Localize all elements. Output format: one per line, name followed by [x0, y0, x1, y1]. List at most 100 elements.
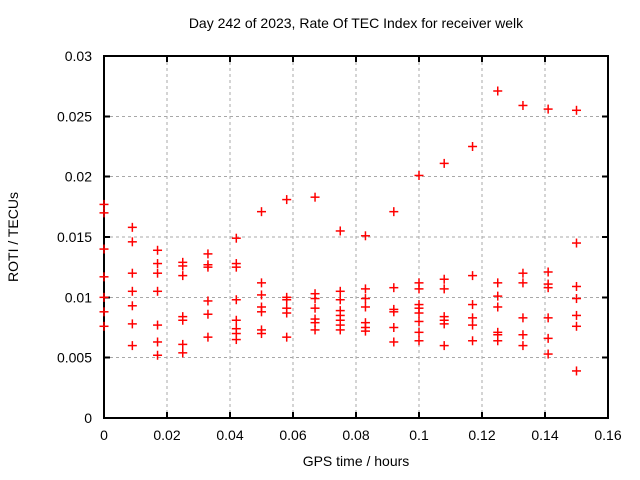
data-point — [518, 278, 528, 288]
data-point — [178, 348, 188, 358]
data-point — [572, 294, 581, 304]
data-point — [282, 295, 292, 305]
data-point — [543, 267, 553, 277]
data-point — [493, 302, 503, 312]
x-tick-label: 0.04 — [216, 427, 243, 443]
data-point — [335, 226, 345, 236]
data-point — [518, 313, 528, 323]
data-point — [468, 300, 478, 310]
data-point — [231, 262, 241, 272]
data-point — [203, 309, 213, 319]
data-point — [310, 303, 320, 313]
data-point — [99, 292, 109, 302]
data-point — [178, 315, 188, 325]
data-point — [99, 208, 109, 218]
data-point — [493, 291, 503, 301]
data-point — [99, 307, 109, 317]
data-point — [518, 341, 528, 351]
data-point — [257, 278, 266, 288]
data-point — [203, 296, 213, 306]
y-tick-label: 0.02 — [65, 169, 92, 185]
data-point — [257, 307, 266, 317]
data-point — [153, 268, 163, 278]
data-point — [127, 286, 137, 296]
data-point — [493, 86, 503, 96]
data-point — [178, 271, 188, 281]
data-point — [518, 268, 528, 278]
data-point — [335, 325, 345, 335]
data-point — [127, 222, 137, 232]
data-point — [360, 294, 370, 304]
data-point — [310, 192, 320, 202]
data-point — [543, 333, 553, 343]
data-point — [127, 301, 137, 311]
data-point — [99, 199, 109, 209]
y-tick-label: 0.03 — [65, 48, 92, 64]
data-point — [310, 294, 320, 304]
data-point — [153, 337, 163, 347]
data-point — [178, 261, 188, 271]
data-point — [414, 336, 424, 346]
data-point — [231, 233, 241, 243]
data-point — [178, 339, 188, 349]
data-point — [257, 290, 266, 300]
data-point — [572, 310, 581, 320]
data-point — [203, 249, 213, 259]
data-point — [153, 245, 163, 255]
data-point — [543, 104, 553, 114]
x-tick-label: 0 — [100, 427, 108, 443]
data-point — [414, 284, 424, 294]
x-tick-label: 0.08 — [342, 427, 369, 443]
data-point — [153, 286, 163, 296]
x-tick-label: 0.02 — [153, 427, 180, 443]
x-tick-label: 0.06 — [279, 427, 306, 443]
data-point — [389, 207, 399, 217]
data-point — [468, 320, 478, 330]
data-point — [543, 283, 553, 293]
y-tick-label: 0.025 — [57, 108, 92, 124]
x-tick-label: 0.14 — [531, 427, 558, 443]
data-point — [414, 308, 424, 318]
data-point — [360, 326, 370, 336]
data-point — [439, 274, 449, 284]
chart-title: Day 242 of 2023, Rate Of TEC Index for r… — [188, 15, 524, 31]
data-point — [389, 337, 399, 347]
data-point — [99, 321, 109, 331]
data-point — [153, 350, 163, 360]
data-point — [414, 170, 424, 180]
data-point — [414, 316, 424, 326]
data-point — [518, 100, 528, 110]
data-point — [99, 244, 109, 254]
data-point — [439, 158, 449, 168]
data-point — [439, 341, 449, 351]
y-tick-label: 0.005 — [57, 350, 92, 366]
data-point — [282, 195, 292, 205]
data-point — [127, 268, 137, 278]
data-point — [231, 335, 241, 345]
data-point — [127, 319, 137, 329]
data-point — [468, 142, 478, 151]
y-tick-label: 0.01 — [65, 289, 92, 305]
data-point — [360, 284, 370, 294]
x-tick-label: 0.1 — [409, 427, 429, 443]
data-point — [231, 295, 241, 305]
data-point — [518, 330, 528, 340]
data-point — [572, 105, 581, 115]
data-point — [231, 315, 241, 325]
data-point — [572, 238, 581, 248]
data-point — [99, 272, 109, 282]
data-point — [282, 308, 292, 318]
data-point — [543, 349, 553, 359]
data-point — [203, 332, 213, 342]
data-point — [493, 278, 503, 288]
data-point — [493, 336, 503, 346]
data-point — [414, 327, 424, 337]
data-point — [335, 286, 345, 296]
data-point — [257, 207, 266, 217]
data-point — [389, 307, 399, 317]
y-tick-label: 0 — [84, 410, 92, 426]
data-point — [468, 271, 478, 281]
x-tick-label: 0.16 — [594, 427, 621, 443]
data-point — [153, 320, 163, 330]
